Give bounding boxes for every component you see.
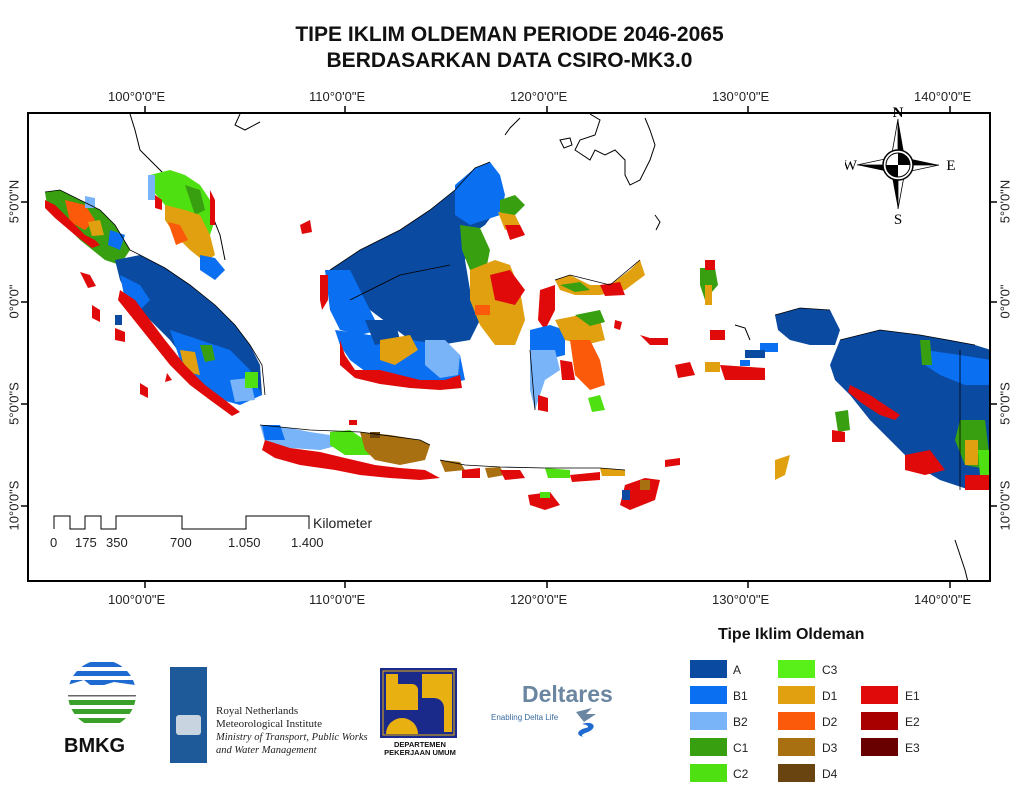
scale-label-1050: 1.050 [228,535,261,550]
legend-label-b2: B2 [733,715,748,729]
sumatra [45,190,262,416]
legend-label-a: A [733,663,742,677]
legend-label-c3: C3 [822,663,838,677]
legend-label-d2: D2 [822,715,838,729]
legend-swatch-d4 [778,764,815,782]
legend-label-b1: B1 [733,689,748,703]
scale-label-175: 175 [75,535,97,550]
knmi-line3: Ministry of Transport, Public Works [216,732,368,743]
legend-swatch-c2 [690,764,727,782]
crest-icon [176,715,201,735]
compass-s: S [894,212,902,228]
pu-line2: PEKERJAAN UMUM [384,748,456,757]
lon-label-top-110: 110°0'0"E [309,89,366,104]
malay-peninsula [148,170,225,280]
lon-label-top-140: 140°0'0"E [914,89,972,104]
scale-label-700: 700 [170,535,192,550]
legend-swatch-e2 [861,712,898,730]
pu-line1: DEPARTEMEN [394,740,446,749]
legend-label-c1: C1 [733,741,749,755]
bmkg-logo-text: BMKG [64,735,126,757]
legend-label-c2: C2 [733,767,749,781]
scale-bar [53,515,310,530]
maluku [675,260,778,380]
knmi-logo-icon [170,667,207,763]
bmkg-logo-icon [68,662,136,723]
legend-swatch-e3 [861,738,898,756]
scale-unit: Kilometer [313,515,373,531]
scale-label-1400: 1.400 [291,535,324,550]
map-title-line1: TIPE IKLIM OLDEMAN PERIODE 2046-2065 [295,23,724,46]
legend-swatch-b1 [690,686,727,704]
deltares-logo-text: Deltares [522,681,613,707]
legend-label-e3: E3 [905,741,920,755]
knmi-logo-text: Royal Netherlands Meteorological Institu… [216,705,368,757]
legend-label-e2: E2 [905,715,920,729]
north-arrow-compass: N S E W [845,105,956,228]
deltares-tagline: Enabling Delta Life [491,713,559,722]
legend-label-d1: D1 [822,689,838,703]
legend-swatch-d2 [778,712,815,730]
legend-swatch-a [690,660,727,678]
legend-label-d4: D4 [822,767,838,781]
map-title-line2: BERDASARKAN DATA CSIRO-MK3.0 [326,49,693,72]
pu-logo-text: DEPARTEMEN PEKERJAAN UMUM [380,741,460,757]
lon-label-bottom-110: 110°0'0"E [309,592,366,607]
lon-label-bottom-130: 130°0'0"E [712,592,770,607]
knmi-line2: Meteorological Institute [216,718,322,730]
legend-swatch-b2 [690,712,727,730]
legend-title: Tipe Iklim Oldeman [718,626,865,643]
scale-label-350: 350 [106,535,128,550]
pu-logo-icon [380,668,457,738]
compass-n: N [893,105,904,121]
lon-label-top-130: 130°0'0"E [712,89,770,104]
climate-map [27,112,991,582]
lon-label-bottom-100: 100°0'0"E [108,592,166,607]
lon-label-top-120: 120°0'0"E [510,89,568,104]
indonesia-climate-raster [44,114,989,580]
compass-w: W [845,158,858,174]
legend-swatch-d1 [778,686,815,704]
legend-swatch-c1 [690,738,727,756]
compass-e: E [946,158,955,174]
deltares-wave-icon [576,708,596,737]
legend-label-e1: E1 [905,689,920,703]
lon-label-bottom-120: 120°0'0"E [510,592,568,607]
papua [775,308,989,490]
sulawesi [530,260,668,412]
scale-label-0: 0 [50,535,58,550]
legend-swatch-c3 [778,660,815,678]
borneo [300,162,525,390]
lon-label-bottom-140: 140°0'0"E [914,592,972,607]
knmi-line1: Royal Netherlands [216,705,299,717]
lon-label-top-100: 100°0'0"E [108,89,166,104]
legend-swatch-e1 [861,686,898,704]
legend-label-d3: D3 [822,741,838,755]
legend-swatch-d3 [778,738,815,756]
knmi-line4: and Water Management [216,745,317,756]
